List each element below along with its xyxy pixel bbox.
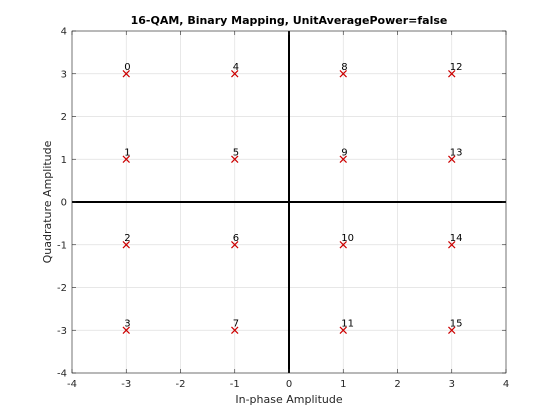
x-marker-stroke — [339, 70, 347, 78]
constellation-point: 2 — [122, 233, 131, 249]
y-tick-label: -3 — [57, 326, 67, 337]
constellation-point: 10 — [339, 233, 354, 249]
x-marker-stroke — [122, 241, 130, 249]
y-tick-label: 4 — [61, 27, 67, 38]
x-tick-label: 2 — [394, 379, 400, 390]
constellation-point: 3 — [122, 318, 131, 334]
x-tick-label: -1 — [230, 379, 240, 390]
x-marker-stroke — [339, 326, 347, 334]
x-tick-label: 3 — [449, 379, 455, 390]
constellation-point: 5 — [231, 147, 239, 163]
y-tick-label: 0 — [61, 198, 67, 209]
constellation-point: 12 — [448, 62, 463, 78]
x-tick-label: -2 — [176, 379, 186, 390]
x-marker-stroke — [339, 241, 347, 249]
point-label: 4 — [233, 62, 239, 73]
y-tick-label: 1 — [61, 155, 67, 166]
constellation-point: 9 — [339, 147, 348, 163]
constellation-point: 4 — [231, 62, 239, 78]
point-label: 11 — [341, 318, 354, 329]
point-label: 2 — [124, 233, 130, 244]
x-marker-stroke — [231, 70, 239, 78]
point-label: 13 — [450, 147, 463, 158]
constellation-point: 0 — [122, 62, 131, 78]
chart-title: 16-QAM, Binary Mapping, UnitAveragePower… — [131, 14, 448, 27]
constellation-point: 13 — [448, 147, 463, 163]
y-axis-title: Quadrature Amplitude — [41, 140, 54, 263]
point-label: 10 — [341, 233, 354, 244]
x-marker-stroke — [122, 155, 130, 163]
y-tick-label: 2 — [61, 112, 67, 123]
point-label: 1 — [124, 147, 130, 158]
x-axis-title: In-phase Amplitude — [235, 393, 342, 406]
point-label: 14 — [450, 233, 463, 244]
point-label: 3 — [124, 318, 130, 329]
point-label: 8 — [341, 62, 347, 73]
constellation-point: 7 — [231, 318, 239, 334]
x-marker-stroke — [122, 326, 130, 334]
x-marker-stroke — [339, 155, 347, 163]
zero-axis-lines — [72, 31, 506, 373]
point-label: 7 — [233, 318, 239, 329]
point-label: 6 — [233, 233, 239, 244]
x-marker-stroke — [448, 155, 456, 163]
x-marker-stroke — [448, 326, 456, 334]
constellation-point: 14 — [448, 233, 463, 249]
x-marker-stroke — [448, 241, 456, 249]
x-marker-stroke — [231, 326, 239, 334]
x-tick-label: 1 — [340, 379, 346, 390]
constellation-point: 15 — [448, 318, 463, 334]
y-tick-label: 3 — [61, 69, 67, 80]
x-tick-label: 0 — [286, 379, 292, 390]
y-tick-label: -1 — [57, 240, 67, 251]
x-tick-label: -3 — [121, 379, 131, 390]
y-tick-label: -2 — [57, 283, 67, 294]
point-label: 12 — [450, 62, 463, 73]
x-tick-label: 4 — [503, 379, 509, 390]
x-marker-stroke — [231, 241, 239, 249]
constellation-point: 1 — [122, 147, 131, 163]
point-label: 9 — [341, 147, 347, 158]
point-label: 5 — [233, 147, 239, 158]
constellation-point: 6 — [231, 233, 239, 249]
point-label: 15 — [450, 318, 463, 329]
point-label: 0 — [124, 62, 130, 73]
y-tick-label: -4 — [57, 369, 67, 380]
constellation-point: 8 — [339, 62, 348, 78]
x-marker-stroke — [122, 70, 130, 78]
constellation-point: 11 — [339, 318, 354, 334]
x-tick-label: -4 — [67, 379, 77, 390]
x-marker-stroke — [231, 155, 239, 163]
x-marker-stroke — [448, 70, 456, 78]
